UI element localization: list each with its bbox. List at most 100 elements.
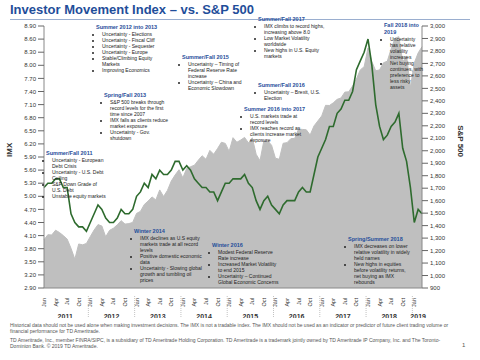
html-text:Stable/Climbing Equity Markets: Stable/Climbing Equity Markets xyxy=(102,55,153,67)
html-text:S&P Down Grade of U.S. Debt: S&P Down Grade of U.S. Debt xyxy=(52,181,97,193)
svg-text:3,000: 3,000 xyxy=(430,23,446,29)
svg-text:2,600: 2,600 xyxy=(430,73,446,79)
svg-text:3.80: 3.80 xyxy=(24,246,36,252)
svg-text:Apr: Apr xyxy=(330,298,336,307)
svg-text:IMX: IMX xyxy=(8,142,14,157)
svg-text:2,800: 2,800 xyxy=(430,48,446,54)
svg-text:2.90: 2.90 xyxy=(24,285,36,291)
svg-text:2,700: 2,700 xyxy=(430,61,446,67)
svg-text:2017: 2017 xyxy=(335,313,351,318)
svg-text:Jul: Jul xyxy=(296,298,302,305)
svg-text:Jul: Jul xyxy=(388,298,394,305)
svg-text:2012: 2012 xyxy=(104,313,120,318)
html-text:Fall 2018 into 2019: Fall 2018 into 2019 xyxy=(384,22,419,35)
svg-text:1,900: 1,900 xyxy=(430,160,446,166)
svg-text:4.10: 4.10 xyxy=(24,233,36,239)
svg-text:7.40: 7.40 xyxy=(24,89,36,95)
svg-text:Jul: Jul xyxy=(64,298,70,305)
svg-text:8.30: 8.30 xyxy=(24,49,36,55)
svg-text:1,500: 1,500 xyxy=(430,210,446,216)
svg-text:1,700: 1,700 xyxy=(430,185,446,191)
svg-text:1,000: 1,000 xyxy=(430,273,446,279)
svg-text:Apr: Apr xyxy=(191,298,197,307)
svg-text:2013: 2013 xyxy=(150,313,166,318)
html-text:Uncertainty – China and Econom: Uncertainty – China and Economic Slowdow… xyxy=(188,79,242,91)
svg-text:8.00: 8.00 xyxy=(24,62,36,68)
svg-text:Apr: Apr xyxy=(238,298,244,307)
html-text:IMX falls as clients reduce ma: IMX falls as clients reduce market expos… xyxy=(110,117,169,129)
svg-text:5.00: 5.00 xyxy=(24,193,36,199)
html-text:Uncertainty has relative volat: Uncertainty has relative volatility incr… xyxy=(390,36,416,60)
html-text:S&P 500 breaks through record: S&P 500 breaks through record levels for… xyxy=(110,99,165,117)
html-text:New highs in equities before v: New highs in equities before volatility … xyxy=(354,261,406,285)
svg-text:Apr: Apr xyxy=(377,298,383,307)
html-text:IMX reaches record as clients: IMX reaches record as clients increase m… xyxy=(250,125,302,143)
svg-text:2,000: 2,000 xyxy=(430,148,446,154)
svg-text:4.70: 4.70 xyxy=(24,207,36,213)
html-text:Uncertainty – Timing of Federa: Uncertainty – Timing of Federal Reserve … xyxy=(188,61,240,79)
svg-text:Jul: Jul xyxy=(342,298,348,305)
svg-text:5.60: 5.60 xyxy=(24,167,36,173)
svg-text:2,200: 2,200 xyxy=(430,123,446,129)
svg-text:900: 900 xyxy=(430,285,441,291)
svg-text:Oct: Oct xyxy=(122,298,128,307)
svg-text:2,900: 2,900 xyxy=(430,36,446,42)
svg-text:Jul: Jul xyxy=(157,298,163,305)
svg-text:Oct: Oct xyxy=(400,298,406,307)
html-text:IMX decreases on lower relativ: IMX decreases on lower relative volatili… xyxy=(354,243,410,261)
svg-text:Oct: Oct xyxy=(261,298,267,307)
svg-text:6.80: 6.80 xyxy=(24,115,36,121)
svg-text:Jul: Jul xyxy=(203,298,209,305)
svg-text:Oct: Oct xyxy=(215,298,221,307)
svg-text:3.50: 3.50 xyxy=(24,259,36,265)
html-text:Increased Market Volatility to: Increased Market Volatility to end 2015 xyxy=(218,261,277,273)
svg-text:Apr: Apr xyxy=(53,298,59,307)
html-text:IMX declines as U.S equity mar: IMX declines as U.S equity markets trade… xyxy=(140,235,200,253)
svg-text:2016: 2016 xyxy=(289,313,305,318)
svg-text:1,600: 1,600 xyxy=(430,198,446,204)
svg-text:Jul: Jul xyxy=(110,298,116,305)
svg-text:1,100: 1,100 xyxy=(430,260,446,266)
svg-text:1,200: 1,200 xyxy=(430,248,446,254)
svg-text:2,400: 2,400 xyxy=(430,98,446,104)
html-text:Uncertainty - Slowing global g: Uncertainty - Slowing global growth and … xyxy=(140,265,202,283)
html-text:Net buying continues, with pre: Net buying continues, with preference to… xyxy=(390,60,424,90)
svg-text:1,300: 1,300 xyxy=(430,235,446,241)
svg-text:7.10: 7.10 xyxy=(24,102,36,108)
svg-text:2014: 2014 xyxy=(196,313,212,318)
svg-text:6.50: 6.50 xyxy=(24,128,36,134)
svg-text:2018: 2018 xyxy=(381,313,397,318)
svg-text:Oct: Oct xyxy=(76,298,82,307)
html-text:Uncertainty - Gov. shutdown: Uncertainty - Gov. shutdown xyxy=(110,129,150,141)
svg-text:2,100: 2,100 xyxy=(430,135,446,141)
svg-text:Oct: Oct xyxy=(353,298,359,307)
svg-text:Apr: Apr xyxy=(284,298,290,307)
html-text:Uncertainty - U.S. Debt Ceilin: Uncertainty - U.S. Debt Ceiling xyxy=(52,169,104,181)
svg-text:2011: 2011 xyxy=(58,313,73,318)
svg-text:5.90: 5.90 xyxy=(24,154,36,160)
svg-text:8.60: 8.60 xyxy=(24,36,36,42)
svg-text:2,300: 2,300 xyxy=(430,110,446,116)
svg-text:1,800: 1,800 xyxy=(430,173,446,179)
svg-text:5.30: 5.30 xyxy=(24,180,36,186)
svg-text:2015: 2015 xyxy=(243,313,259,318)
svg-text:Jan: Jan xyxy=(41,298,47,307)
html-text:Positive domestic economic dat: Positive domestic economic data xyxy=(140,253,202,265)
html-text:Modest Federal Reserve Rate in: Modest Federal Reserve Rate increase xyxy=(218,249,273,261)
svg-text:Apr: Apr xyxy=(99,298,105,307)
svg-text:7.70: 7.70 xyxy=(24,76,36,82)
svg-text:Oct: Oct xyxy=(168,298,174,307)
svg-text:S&P 500: S&P 500 xyxy=(456,125,465,157)
svg-text:1,400: 1,400 xyxy=(430,223,446,229)
svg-text:6.20: 6.20 xyxy=(24,141,36,147)
svg-text:Oct: Oct xyxy=(307,298,313,307)
svg-text:8.90: 8.90 xyxy=(24,23,36,29)
svg-text:3.20: 3.20 xyxy=(24,272,36,278)
svg-text:Apr: Apr xyxy=(145,298,151,307)
html-text:Uncertainty - European Debt Cr: Uncertainty - European Debt Crisis xyxy=(52,157,104,169)
html-text:Investor Movement Index – vs.: Investor Movement Index – vs. S&P 500 xyxy=(10,2,254,17)
svg-text:Jul: Jul xyxy=(249,298,255,305)
svg-text:4.40: 4.40 xyxy=(24,220,36,226)
svg-text:2019: 2019 xyxy=(410,313,426,318)
svg-text:2,500: 2,500 xyxy=(430,86,446,92)
